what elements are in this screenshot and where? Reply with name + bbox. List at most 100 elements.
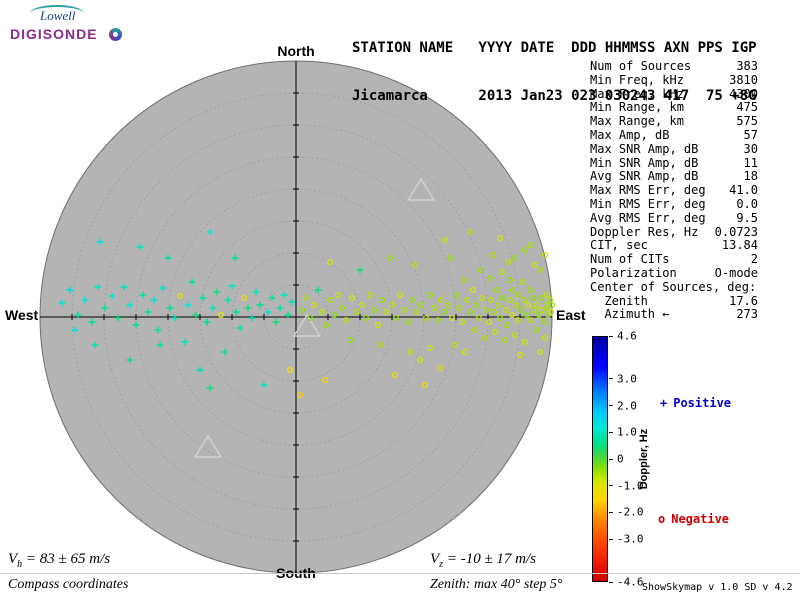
stat-label: Avg RMS Err, deg (590, 210, 706, 225)
source-point-negative (348, 294, 356, 302)
stat-row: Min Range, km 475 (590, 101, 758, 115)
source-point-positive (288, 298, 296, 306)
source-point-negative (472, 301, 480, 309)
source-point-negative (489, 251, 497, 259)
source-point-negative (543, 291, 551, 299)
source-point-negative (481, 334, 489, 342)
stat-row: Zenith 17.6 (590, 294, 758, 309)
source-point-positive (232, 308, 240, 316)
stat-row: Max Amp, dB 57 (590, 127, 758, 143)
source-point-negative (531, 261, 539, 269)
compass-label-east: East (556, 307, 586, 323)
stat-label: Min SNR Amp, dB (590, 155, 699, 170)
header-block: STATION NAME YYYY DATE DDD HHMMSS AXN PP… (352, 8, 757, 120)
horizontal-velocity-readout: Vh = 83 ± 65 m/s (8, 551, 110, 570)
source-point-negative (498, 268, 506, 276)
source-point-negative (524, 301, 532, 309)
source-point-negative (517, 306, 525, 314)
legend-positive: + Positive (660, 396, 731, 410)
source-point-negative (346, 336, 354, 344)
source-point-negative (537, 294, 545, 302)
source-point-negative (406, 348, 414, 356)
source-point-positive (231, 254, 239, 262)
source-point-negative (310, 301, 318, 309)
source-point-positive (126, 301, 134, 309)
source-point-negative (426, 291, 434, 299)
source-point-positive (199, 294, 207, 302)
source-point-positive (244, 304, 252, 312)
source-point-positive (224, 296, 232, 304)
vz-value: = -10 ± 17 m/s (443, 551, 537, 567)
stat-label: Polarization (590, 265, 677, 280)
source-point-negative (460, 276, 468, 284)
source-point-positive (213, 288, 221, 296)
source-point-negative (546, 296, 554, 304)
source-point-negative (408, 296, 416, 304)
stat-row: Max Range, km 575 (590, 114, 758, 129)
source-point-negative (302, 294, 310, 302)
vertical-velocity-readout: Vz = -10 ± 17 m/s (430, 551, 536, 570)
source-point-negative (455, 304, 463, 312)
source-point-positive (181, 338, 189, 346)
source-point-negative (334, 291, 342, 299)
source-point-positive (356, 266, 364, 274)
source-point-negative (327, 296, 335, 304)
source-point-negative (523, 311, 531, 319)
source-point-negative (527, 316, 535, 324)
source-point-negative (538, 306, 546, 314)
source-point-positive (280, 291, 288, 299)
source-point-negative (536, 266, 544, 274)
source-point-negative (466, 228, 474, 236)
source-point-positive (94, 283, 102, 291)
stat-label: Max RMS Err, deg (590, 183, 706, 198)
stat-row: Polarization O-mode (590, 265, 758, 281)
source-point-positive (228, 282, 236, 290)
source-point-negative (392, 314, 400, 322)
source-point-negative (388, 301, 396, 309)
colorbar-tick-label: 4.6 (617, 329, 637, 343)
source-point-positive (144, 308, 152, 316)
vz-subscript: z (439, 559, 444, 570)
source-point-positive (272, 318, 280, 326)
source-point-negative (490, 308, 498, 316)
source-point-negative (487, 296, 495, 304)
source-point-positive (74, 311, 82, 319)
header-values-line: Jicamarca 2013 Jan23 023 030243 417 75 +… (352, 88, 757, 104)
stat-value: 4300 (729, 86, 758, 101)
stat-value: 575 (736, 114, 758, 129)
source-point-negative (217, 311, 225, 319)
colorbar-tick (609, 378, 613, 380)
colorbar-gradient (592, 336, 608, 582)
source-point-negative (452, 291, 460, 299)
source-point-negative (444, 301, 452, 309)
stat-value: 9.5 (736, 210, 758, 225)
coordinate-system-note: Compass coordinates (8, 577, 129, 592)
source-point-negative (540, 318, 548, 326)
source-point-negative (547, 308, 555, 316)
source-point-negative (499, 294, 507, 302)
source-point-negative (548, 301, 556, 309)
stat-value: 475 (736, 100, 758, 115)
stat-label: Num of CITs (590, 252, 670, 267)
colorbar-tick (609, 335, 613, 337)
source-point-negative (493, 286, 501, 294)
colorbar-tick-label: -1.0 (617, 479, 644, 493)
stat-value: 273 (736, 307, 758, 322)
antenna-marker-icon (406, 177, 436, 201)
source-point-positive (114, 314, 122, 322)
source-point-positive (184, 301, 192, 309)
source-point-negative (471, 326, 479, 334)
source-point-negative (352, 308, 360, 316)
source-point-negative (533, 301, 541, 309)
stat-label: Max SNR Amp, dB (590, 141, 699, 156)
source-point-negative (296, 391, 304, 399)
legend-negative: o Negative (658, 512, 729, 526)
vh-subscript: h (17, 559, 23, 570)
source-point-negative (298, 306, 306, 314)
source-point-negative (416, 356, 424, 364)
source-point-positive (268, 294, 276, 302)
source-point-negative (516, 351, 524, 359)
stat-label: Max Amp, dB (590, 127, 670, 142)
source-point-negative (475, 314, 483, 322)
source-point-negative (512, 301, 520, 309)
